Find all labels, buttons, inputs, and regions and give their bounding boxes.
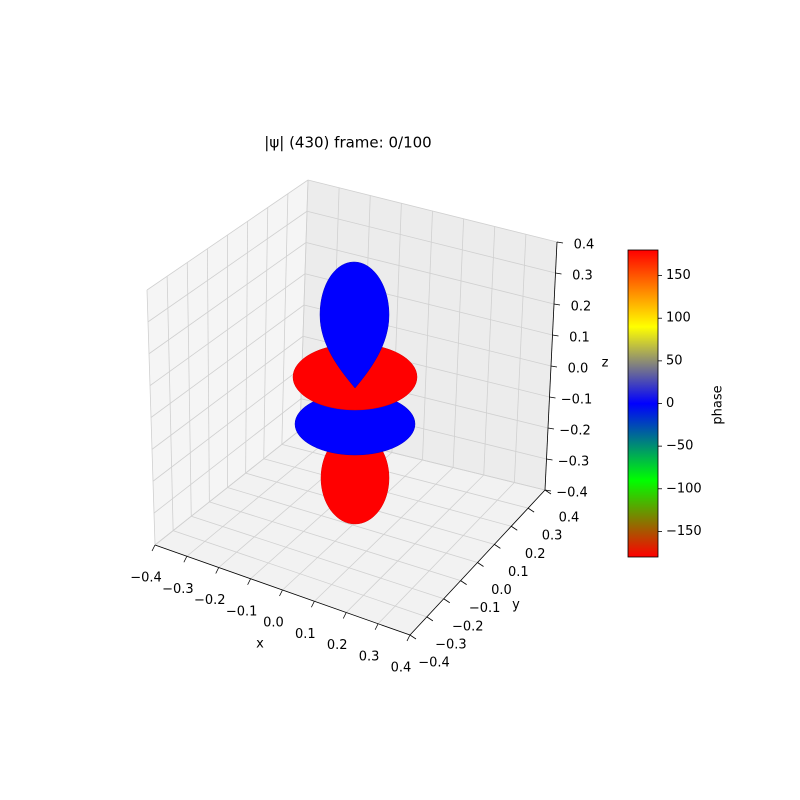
grid-line: [154, 429, 301, 546]
y-tick-label: 0.3: [542, 529, 563, 544]
colorbar-tick-label: 50: [666, 353, 683, 368]
grid-line: [227, 487, 478, 563]
x-tick-label: −0.3: [162, 582, 194, 597]
y-tick-label: 0.2: [525, 547, 546, 562]
z-tick: [552, 334, 559, 337]
y-axis-line: [409, 489, 546, 636]
y-tick-label: 0.4: [559, 511, 580, 526]
grid-line: [153, 398, 302, 514]
y-tick: [477, 562, 484, 567]
y-tick: [544, 489, 552, 495]
y-tick: [460, 580, 467, 585]
y-tick: [443, 598, 450, 604]
x-tick-label: −0.2: [194, 593, 226, 608]
z-tick-label: −0.4: [556, 486, 588, 501]
surface: [292, 261, 418, 525]
x-tick: [247, 578, 251, 585]
z-tick: [546, 458, 553, 461]
z-tick-label: 0.0: [568, 362, 589, 377]
z-tick-label: 0.4: [574, 238, 595, 253]
x-tick: [342, 612, 347, 619]
grid-line: [152, 367, 303, 482]
z-tick-label: −0.3: [558, 455, 590, 470]
z-tick-label: 0.3: [572, 269, 593, 284]
grid-line: [151, 335, 304, 450]
colorbar-tick-label: 150: [666, 268, 691, 283]
pane: [155, 430, 545, 635]
x-tick-label: −0.1: [226, 604, 258, 619]
x-tick-label: 0.2: [327, 638, 348, 653]
y-tick: [409, 634, 417, 640]
y-axis-label: y: [512, 598, 520, 613]
y-tick: [511, 525, 518, 531]
x-tick-label: 0.0: [263, 616, 284, 631]
z-tick-label: −0.1: [561, 393, 593, 408]
y-tick-label: 0.0: [491, 583, 512, 598]
z-tick: [550, 365, 558, 368]
grid-line: [307, 179, 558, 243]
colorbar-tick-label: 100: [666, 311, 691, 326]
grid-line: [150, 304, 305, 418]
x-tick: [374, 623, 379, 630]
colorbar-tick-label: 0: [666, 396, 674, 411]
colorbar-tick-label: −50: [666, 439, 693, 454]
z-tick-label: 0.2: [571, 300, 592, 315]
z-tick: [555, 272, 562, 275]
x-tick: [311, 601, 315, 608]
colorbar-label: phase: [711, 385, 726, 424]
y-tick: [527, 507, 535, 513]
y-tick: [426, 616, 434, 622]
grid-line: [281, 443, 529, 509]
grid-line: [147, 210, 308, 323]
x-tick: [215, 567, 220, 574]
x-tick: [406, 634, 411, 642]
colorbar: phase −150 −100 −50 0 50 100 150: [627, 249, 726, 558]
grid-line: [305, 242, 555, 305]
grid-line: [306, 210, 556, 274]
x-axis-line: [154, 544, 411, 636]
y-tick-label: −0.2: [452, 619, 484, 634]
colorbar-tick-label: −100: [666, 481, 702, 496]
grid-line: [146, 179, 309, 291]
z-axis-line: [544, 241, 558, 491]
z-tick: [549, 396, 556, 399]
grid-line: [149, 273, 306, 386]
y-tick-label: −0.3: [435, 637, 467, 652]
chart-title: |ψ| (430) frame: 0/100: [264, 134, 431, 152]
z-tick: [553, 303, 561, 306]
y-tick-label: −0.1: [469, 601, 501, 616]
colorbar-tick-label: −150: [666, 524, 702, 539]
grid-line: [172, 530, 428, 618]
y-tick-label: 0.1: [508, 565, 529, 580]
z-axis-label: z: [602, 356, 609, 371]
colorbar-gradient: [627, 249, 659, 558]
z-tick: [544, 489, 552, 492]
grid-line: [209, 501, 461, 582]
x-tick-label: −0.4: [130, 571, 162, 586]
x-tick-label: 0.3: [359, 649, 380, 664]
z-tick: [547, 427, 555, 430]
z-tick-label: 0.1: [569, 331, 590, 346]
x-tick: [151, 544, 156, 552]
x-axis-label: x: [256, 637, 264, 652]
x-tick-label: 0.1: [295, 627, 316, 642]
x-tick: [183, 556, 188, 563]
y-tick: [494, 544, 501, 549]
z-tick-label: −0.2: [559, 424, 591, 439]
z-tick: [556, 241, 564, 244]
y-tick-label: −0.4: [418, 656, 450, 671]
grid-line: [148, 242, 307, 355]
x-tick-label: 0.4: [391, 661, 412, 676]
x-tick: [279, 589, 283, 597]
lobe: [319, 261, 390, 389]
grid-line: [191, 515, 444, 600]
